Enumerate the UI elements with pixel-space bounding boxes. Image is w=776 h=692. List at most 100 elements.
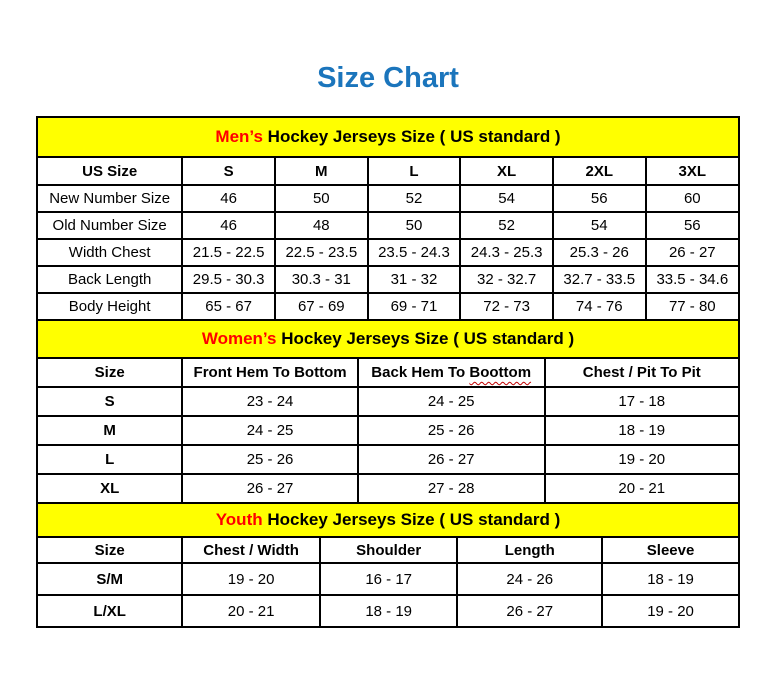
value-cell: 69 - 71 (366, 292, 462, 321)
column-header: Back Hem To Boottom (356, 357, 546, 388)
row-label-cell: XL (35, 473, 184, 504)
column-header: Shoulder (318, 536, 459, 564)
value-cell: 27 - 28 (356, 473, 546, 504)
mens-size-table: Men’s Hockey Jerseys Size ( US standard … (35, 116, 741, 321)
row-label-cell: L/XL (35, 594, 184, 628)
value-cell: 30.3 - 31 (273, 265, 369, 294)
table-row: L 25 - 26 26 - 27 19 - 20 (35, 444, 741, 475)
value-cell: 26 - 27 (456, 594, 604, 628)
column-header-text: Back Hem To (371, 364, 470, 381)
value-cell: 54 (459, 184, 554, 213)
value-cell: 19 - 20 (543, 444, 741, 475)
value-cell: 60 (644, 184, 741, 213)
value-cell: 22.5 - 23.5 (273, 238, 369, 267)
youth-band-text: Hockey Jerseys Size ( US standard ) (262, 510, 561, 529)
value-cell: 56 (644, 211, 741, 240)
value-cell: 50 (366, 211, 462, 240)
column-header: Size (35, 536, 184, 564)
value-cell: 29.5 - 30.3 (181, 265, 276, 294)
value-cell: 74 - 76 (551, 292, 647, 321)
table-row: Old Number Size 46 48 50 52 54 56 (35, 211, 741, 240)
table-row: S 23 - 24 24 - 25 17 - 18 (35, 386, 741, 417)
row-label-cell: M (35, 415, 184, 446)
table-row: L/XL 20 - 21 18 - 19 26 - 27 19 - 20 (35, 594, 740, 628)
value-cell: 52 (366, 184, 462, 213)
column-header: XL (459, 156, 554, 186)
table-row: Back Length 29.5 - 30.3 30.3 - 31 31 - 32 32… (35, 265, 741, 294)
table-row: XL 26 - 27 27 - 28 20 - 21 (35, 473, 741, 504)
row-label-cell: Width Chest (35, 238, 184, 267)
value-cell: 18 - 19 (601, 562, 740, 596)
size-tables-container: Men’s Hockey Jerseys Size ( US standard … (35, 116, 741, 628)
row-label-cell: Body Height (35, 292, 184, 321)
misspelled-word: Boottom (469, 364, 532, 381)
value-cell: 26 - 27 (181, 473, 359, 504)
value-cell: 16 - 17 (318, 562, 459, 596)
table-row: Body Height 65 - 67 67 - 69 69 - 71 72 - 73 7… (35, 292, 741, 321)
value-cell: 23 - 24 (181, 386, 359, 417)
row-label-cell: S/M (35, 562, 184, 596)
value-cell: 46 (181, 184, 276, 213)
value-cell: 46 (181, 211, 276, 240)
value-cell: 19 - 20 (181, 562, 321, 596)
value-cell: 17 - 18 (543, 386, 741, 417)
value-cell: 18 - 19 (543, 415, 741, 446)
value-cell: 25 - 26 (181, 444, 359, 475)
column-header: M (273, 156, 369, 186)
value-cell: 48 (273, 211, 369, 240)
value-cell: 18 - 19 (318, 594, 459, 628)
column-header: Front Hem To Bottom (181, 357, 359, 388)
womens-band-text: Hockey Jerseys Size ( US standard ) (276, 329, 575, 348)
value-cell: 67 - 69 (273, 292, 369, 321)
value-cell: 56 (551, 184, 647, 213)
column-header: 2XL (551, 156, 647, 186)
size-chart-page: Size Chart Men’s Hockey Jerseys Size ( U… (0, 62, 776, 628)
table-row: S/M 19 - 20 16 - 17 24 - 26 18 - 19 (35, 562, 740, 596)
table-row: Width Chest 21.5 - 22.5 22.5 - 23.5 23.5 - … (35, 238, 741, 267)
column-header: S (181, 156, 276, 186)
row-label-cell: Old Number Size (35, 211, 184, 240)
value-cell: 25.3 - 26 (551, 238, 647, 267)
row-label-cell: Back Length (35, 265, 184, 294)
value-cell: 23.5 - 24.3 (366, 238, 462, 267)
table-row: M 24 - 25 25 - 26 18 - 19 (35, 415, 741, 446)
value-cell: 26 - 27 (644, 238, 741, 267)
value-cell: 25 - 26 (356, 415, 546, 446)
column-header: Sleeve (601, 536, 740, 564)
table-row: New Number Size 46 50 52 54 56 60 (35, 184, 741, 213)
value-cell: 24 - 25 (356, 386, 546, 417)
womens-band-highlight: Women’s (201, 329, 277, 348)
value-cell: 31 - 32 (366, 265, 462, 294)
mens-band-highlight: Men’s (215, 127, 263, 146)
column-header: Size (35, 357, 184, 388)
page-title: Size Chart (317, 62, 459, 94)
row-label-cell: S (35, 386, 184, 417)
column-header: US Size (35, 156, 184, 186)
value-cell: 50 (273, 184, 369, 213)
value-cell: 24 - 26 (456, 562, 604, 596)
value-cell: 52 (459, 211, 554, 240)
mens-band-text: Hockey Jerseys Size ( US standard ) (262, 127, 561, 146)
value-cell: 77 - 80 (644, 292, 741, 321)
mens-table-band: Men’s Hockey Jerseys Size ( US standard … (36, 116, 740, 158)
column-header: Chest / Pit To Pit (543, 357, 741, 388)
womens-size-table: Women’s Hockey Jerseys Size ( US standar… (35, 319, 741, 504)
value-cell: 21.5 - 22.5 (181, 238, 276, 267)
value-cell: 20 - 21 (181, 594, 321, 628)
youth-table-band: Youth Hockey Jerseys Size ( US standard … (36, 502, 740, 538)
value-cell: 32.7 - 33.5 (551, 265, 647, 294)
youth-band-highlight: Youth (215, 510, 263, 529)
value-cell: 33.5 - 34.6 (644, 265, 741, 294)
column-header: 3XL (644, 156, 741, 186)
youth-size-table: Youth Hockey Jerseys Size ( US standard … (35, 502, 740, 628)
value-cell: 54 (551, 211, 647, 240)
value-cell: 32 - 32.7 (459, 265, 554, 294)
column-header: Chest / Width (181, 536, 321, 564)
column-header: L (366, 156, 462, 186)
value-cell: 65 - 67 (181, 292, 276, 321)
column-header: Length (456, 536, 604, 564)
row-label-cell: L (35, 444, 184, 475)
value-cell: 24.3 - 25.3 (459, 238, 554, 267)
value-cell: 72 - 73 (459, 292, 554, 321)
row-label-cell: New Number Size (35, 184, 184, 213)
